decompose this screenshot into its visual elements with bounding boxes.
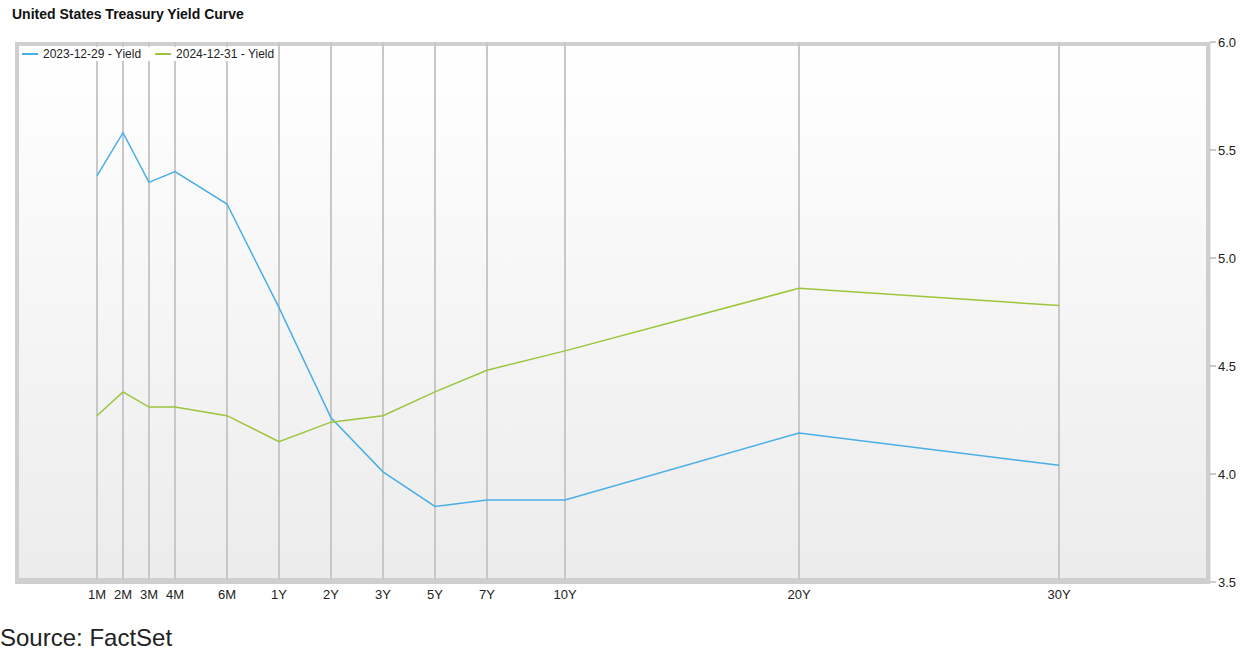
- svg-text:7Y: 7Y: [479, 587, 495, 602]
- svg-text:2Y: 2Y: [323, 587, 339, 602]
- svg-text:5.5: 5.5: [1218, 143, 1236, 158]
- svg-text:3Y: 3Y: [375, 587, 391, 602]
- svg-text:5.0: 5.0: [1218, 251, 1236, 266]
- svg-text:4M: 4M: [166, 587, 184, 602]
- svg-text:3.5: 3.5: [1218, 575, 1236, 590]
- svg-text:30Y: 30Y: [1047, 587, 1070, 602]
- svg-text:6.0: 6.0: [1218, 35, 1236, 50]
- svg-text:6M: 6M: [218, 587, 236, 602]
- svg-text:3M: 3M: [140, 587, 158, 602]
- svg-text:10Y: 10Y: [553, 587, 576, 602]
- svg-text:4.5: 4.5: [1218, 359, 1236, 374]
- svg-text:1M: 1M: [88, 587, 106, 602]
- svg-text:2M: 2M: [114, 587, 132, 602]
- html-text:2024-12-31 - Yield: 2024-12-31 - Yield: [176, 47, 275, 61]
- svg-text:20Y: 20Y: [787, 587, 810, 602]
- html-text:United States Treasury Yield C: United States Treasury Yield Curve: [12, 6, 244, 22]
- svg-text:1Y: 1Y: [271, 587, 287, 602]
- html-text:Source: FactSet: Source: FactSet: [0, 624, 173, 651]
- html-text:2023-12-29 - Yield: 2023-12-29 - Yield: [43, 47, 142, 61]
- svg-text:5Y: 5Y: [427, 587, 443, 602]
- svg-text:4.0: 4.0: [1218, 467, 1236, 482]
